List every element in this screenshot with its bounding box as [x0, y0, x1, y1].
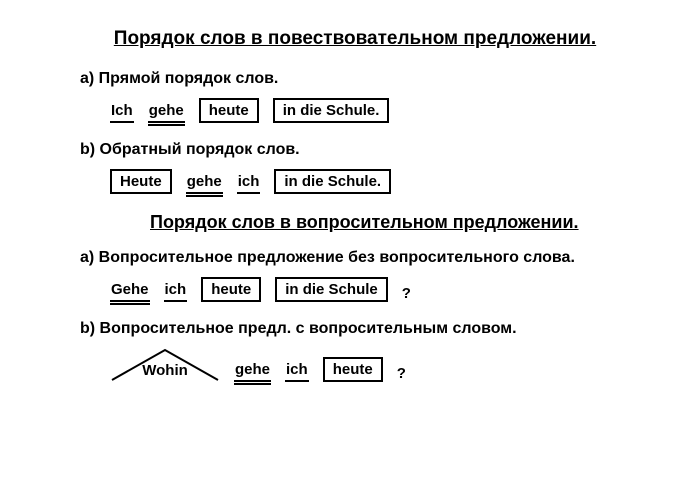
section2-a-row: Gehe ich heute in die Schule ? — [110, 277, 650, 302]
word-in-die-schule: in die Schule. — [274, 169, 391, 194]
question-mark: ? — [402, 285, 411, 302]
section1-a-label: a) Прямой порядок слов. — [80, 70, 650, 88]
word-heute: heute — [201, 277, 261, 302]
section2-b-row: Wohin gehe ich heute ? — [110, 348, 650, 382]
word-ich: Ich — [110, 100, 134, 123]
word-heute: Heute — [110, 169, 172, 194]
section1-a-row: Ich gehe heute in die Schule. — [110, 98, 650, 123]
main-title: Порядок слов в повествовательном предлож… — [60, 28, 650, 50]
word-in-die-schule: in die Schule — [275, 277, 388, 302]
section1-b-row: Heute gehe ich in die Schule. — [110, 169, 650, 194]
word-ich: ich — [237, 171, 261, 194]
word-wohin: Wohin — [142, 362, 188, 379]
word-gehe: gehe — [186, 171, 223, 194]
word-heute: heute — [199, 98, 259, 123]
triangle-word: Wohin — [110, 348, 220, 382]
sub-title: Порядок слов в вопросительном предложени… — [150, 212, 650, 233]
section2-a-label: a) Вопросительное предложение без вопрос… — [80, 249, 650, 267]
word-heute: heute — [323, 357, 383, 382]
word-gehe: Gehe — [110, 279, 150, 302]
section1-b-label: b) Обратный порядок слов. — [80, 141, 650, 159]
word-gehe: gehe — [234, 359, 271, 382]
word-ich: ich — [285, 359, 309, 382]
word-ich: ich — [164, 279, 188, 302]
question-mark: ? — [397, 365, 406, 382]
word-in-die-schule: in die Schule. — [273, 98, 390, 123]
section2-b-label: b) Вопросительное предл. с вопросительны… — [80, 320, 650, 338]
word-gehe: gehe — [148, 100, 185, 123]
